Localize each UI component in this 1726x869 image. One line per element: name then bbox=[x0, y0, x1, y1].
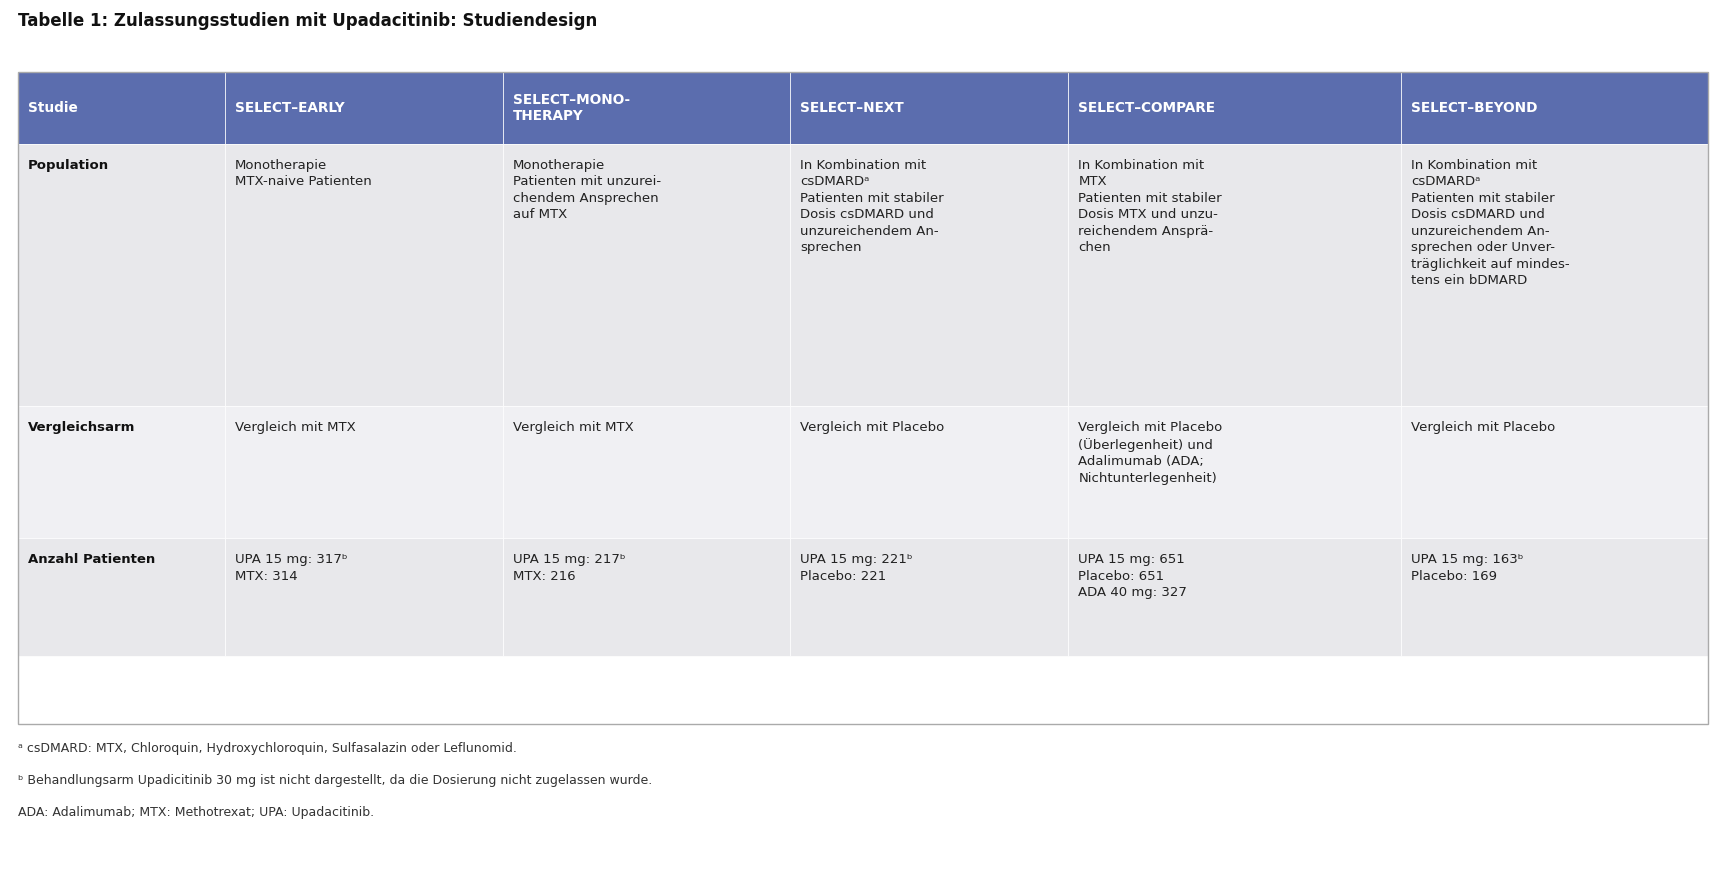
Text: Anzahl Patienten: Anzahl Patienten bbox=[28, 553, 155, 566]
Text: UPA 15 mg: 217ᵇ
MTX: 216: UPA 15 mg: 217ᵇ MTX: 216 bbox=[513, 553, 627, 582]
Bar bbox=[791, 144, 1068, 406]
Bar bbox=[1402, 538, 1709, 656]
Text: In Kombination mit
csDMARDᵃ
Patienten mit stabiler
Dosis csDMARD und
unzureichen: In Kombination mit csDMARDᵃ Patienten mi… bbox=[801, 159, 944, 255]
Bar bbox=[504, 406, 791, 538]
Bar bbox=[504, 144, 791, 406]
Text: Vergleich mit MTX: Vergleich mit MTX bbox=[235, 421, 356, 434]
Bar bbox=[791, 406, 1068, 538]
Bar bbox=[17, 538, 224, 656]
Text: In Kombination mit
MTX
Patienten mit stabiler
Dosis MTX und unzu-
reichendem Ans: In Kombination mit MTX Patienten mit sta… bbox=[1079, 159, 1222, 255]
Text: ᵇ Behandlungsarm Upadicitinib 30 mg ist nicht dargestellt, da die Dosierung nich: ᵇ Behandlungsarm Upadicitinib 30 mg ist … bbox=[17, 774, 652, 787]
Text: Monotherapie
MTX-naive Patienten: Monotherapie MTX-naive Patienten bbox=[235, 159, 371, 189]
Bar bbox=[224, 144, 504, 406]
Text: Vergleich mit Placebo: Vergleich mit Placebo bbox=[801, 421, 944, 434]
Text: SELECT–MONO-
THERAPY: SELECT–MONO- THERAPY bbox=[513, 93, 630, 123]
Bar bbox=[1068, 144, 1402, 406]
Bar bbox=[17, 406, 224, 538]
Text: UPA 15 mg: 163ᵇ
Placebo: 169: UPA 15 mg: 163ᵇ Placebo: 169 bbox=[1410, 553, 1524, 582]
Bar bbox=[1068, 538, 1402, 656]
Text: UPA 15 mg: 221ᵇ
Placebo: 221: UPA 15 mg: 221ᵇ Placebo: 221 bbox=[801, 553, 913, 582]
Text: SELECT–NEXT: SELECT–NEXT bbox=[801, 101, 904, 115]
Text: Monotherapie
Patienten mit unzurei-
chendem Ansprechen
auf MTX: Monotherapie Patienten mit unzurei- chen… bbox=[513, 159, 661, 222]
Bar bbox=[1068, 406, 1402, 538]
Bar bbox=[224, 406, 504, 538]
Text: Vergleich mit MTX: Vergleich mit MTX bbox=[513, 421, 633, 434]
Text: Population: Population bbox=[28, 159, 109, 172]
Text: SELECT–COMPARE: SELECT–COMPARE bbox=[1079, 101, 1215, 115]
Text: UPA 15 mg: 651
Placebo: 651
ADA 40 mg: 327: UPA 15 mg: 651 Placebo: 651 ADA 40 mg: 3… bbox=[1079, 553, 1187, 599]
Bar bbox=[504, 538, 791, 656]
Text: Vergleich mit Placebo
(Überlegenheit) und
Adalimumab (ADA;
Nichtunterlegenheit): Vergleich mit Placebo (Überlegenheit) un… bbox=[1079, 421, 1222, 485]
Bar bbox=[1402, 406, 1709, 538]
Bar bbox=[1402, 72, 1709, 144]
Bar bbox=[791, 72, 1068, 144]
Text: UPA 15 mg: 317ᵇ
MTX: 314: UPA 15 mg: 317ᵇ MTX: 314 bbox=[235, 553, 347, 582]
Bar bbox=[1402, 144, 1709, 406]
Text: Studie: Studie bbox=[28, 101, 78, 115]
Bar bbox=[504, 72, 791, 144]
Bar bbox=[791, 538, 1068, 656]
Text: Vergleichsarm: Vergleichsarm bbox=[28, 421, 135, 434]
Bar bbox=[224, 538, 504, 656]
Text: ᵃ csDMARD: MTX, Chloroquin, Hydroxychloroquin, Sulfasalazin oder Leflunomid.: ᵃ csDMARD: MTX, Chloroquin, Hydroxychlor… bbox=[17, 742, 516, 755]
Bar bbox=[224, 72, 504, 144]
Text: SELECT–EARLY: SELECT–EARLY bbox=[235, 101, 345, 115]
Bar bbox=[1068, 72, 1402, 144]
Text: SELECT–BEYOND: SELECT–BEYOND bbox=[1410, 101, 1538, 115]
Bar bbox=[17, 72, 1709, 724]
Text: In Kombination mit
csDMARDᵃ
Patienten mit stabiler
Dosis csDMARD und
unzureichen: In Kombination mit csDMARDᵃ Patienten mi… bbox=[1410, 159, 1569, 288]
Bar bbox=[17, 144, 224, 406]
Text: Vergleich mit Placebo: Vergleich mit Placebo bbox=[1410, 421, 1555, 434]
Bar bbox=[17, 72, 224, 144]
Text: Tabelle 1: Zulassungsstudien mit Upadacitinib: Studiendesign: Tabelle 1: Zulassungsstudien mit Upadaci… bbox=[17, 12, 597, 30]
Text: ADA: Adalimumab; MTX: Methotrexat; UPA: Upadacitinib.: ADA: Adalimumab; MTX: Methotrexat; UPA: … bbox=[17, 806, 375, 819]
